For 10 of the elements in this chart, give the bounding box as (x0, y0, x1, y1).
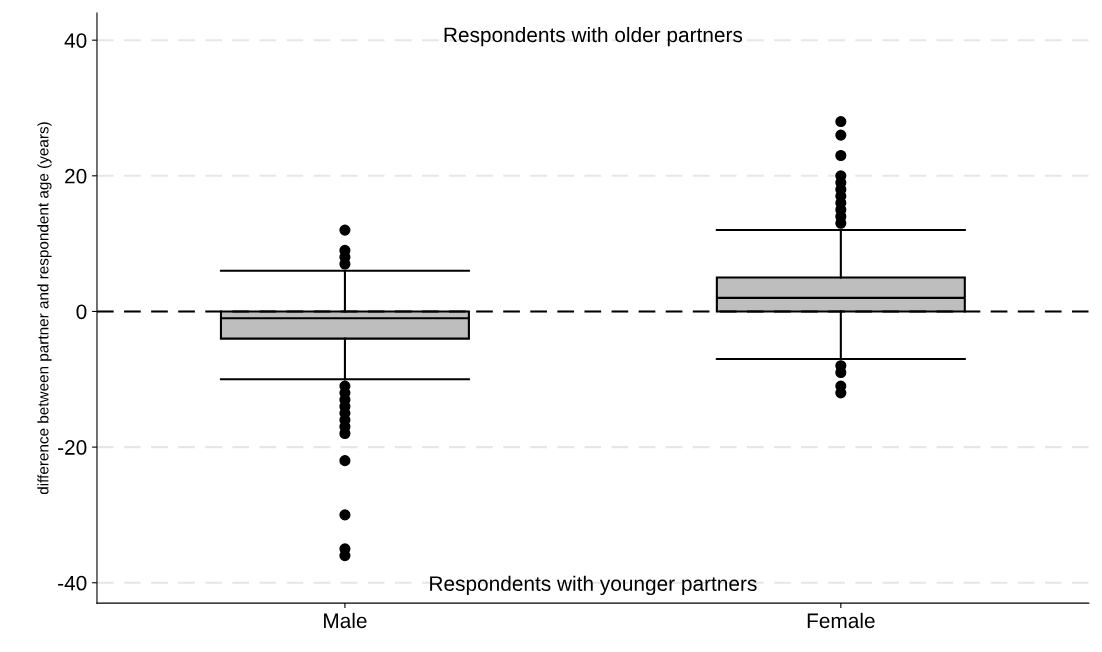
annotation: Respondents with younger partners (430, 575, 757, 596)
x-tick-label: Male (324, 612, 367, 629)
y-tick-label: -40 (58, 575, 87, 591)
y-tick-label: 40 (64, 33, 87, 48)
x-tick-label: Female (807, 612, 875, 629)
y-tick-label: 0 (76, 304, 87, 320)
y-axis-title: difference between partner and respondent age (years) (37, 122, 52, 495)
y-tick-label: 20 (65, 168, 87, 184)
y-tick-label: -20 (58, 440, 87, 455)
annotation: Respondents with older partners (444, 26, 743, 47)
